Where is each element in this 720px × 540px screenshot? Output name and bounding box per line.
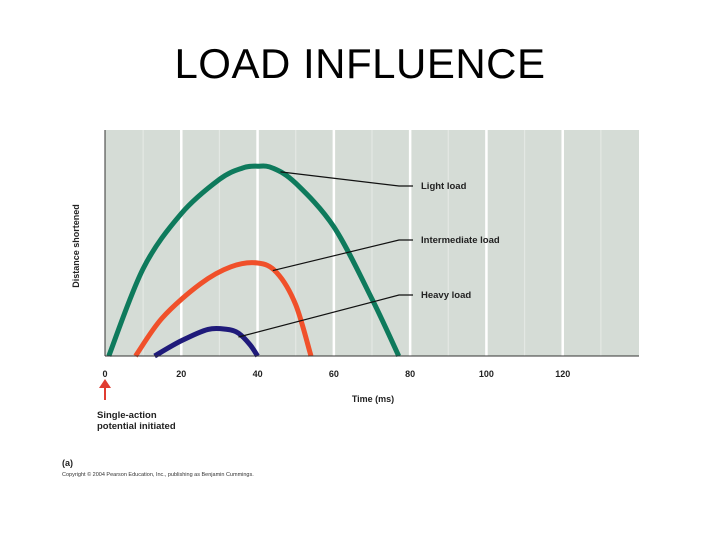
series-layer xyxy=(106,163,401,359)
x-tick-label-80: 80 xyxy=(405,369,415,379)
x-tick-label-100: 100 xyxy=(479,369,494,379)
series-legend-labels: Light load Intermediate load Heavy load xyxy=(421,181,500,301)
leader-line-light-load xyxy=(280,171,413,187)
x-tick-label-40: 40 xyxy=(253,369,263,379)
x-tick-label-60: 60 xyxy=(329,369,339,379)
x-tick-label-20: 20 xyxy=(176,369,186,379)
x-axis-title: Time (ms) xyxy=(352,394,394,404)
series-label-intermediate-load: Intermediate load xyxy=(421,235,500,246)
series-label-heavy-load: Heavy load xyxy=(421,290,471,301)
x-tick-label-0: 0 xyxy=(102,369,107,379)
slide-title: LOAD INFLUENCE xyxy=(174,40,546,87)
start-marker-label-line-1: Single-action xyxy=(97,410,157,421)
x-tick-labels: 0 20 40 60 80 100 120 xyxy=(102,369,570,379)
series-label-light-load: Light load xyxy=(421,181,467,192)
series-line-heavy-load xyxy=(153,325,260,359)
figure-label: (a) xyxy=(62,458,73,468)
leader-line-heavy-load xyxy=(238,294,413,338)
x-tick-label-120: 120 xyxy=(555,369,570,379)
series-line-intermediate-load xyxy=(133,260,314,358)
series-line-light-load xyxy=(106,163,401,358)
start-marker: Single-action potential initiated xyxy=(97,379,176,432)
start-marker-label-line-2: potential initiated xyxy=(97,421,176,432)
leader-lines xyxy=(238,171,413,338)
copyright-notice: Copyright © 2004 Pearson Education, Inc.… xyxy=(62,471,254,478)
y-axis-title: Distance shortened xyxy=(71,204,81,288)
gridlines xyxy=(142,130,602,356)
leader-line-intermediate-load xyxy=(272,239,413,272)
plot-background xyxy=(105,130,639,356)
start-arrow-head xyxy=(99,379,111,388)
